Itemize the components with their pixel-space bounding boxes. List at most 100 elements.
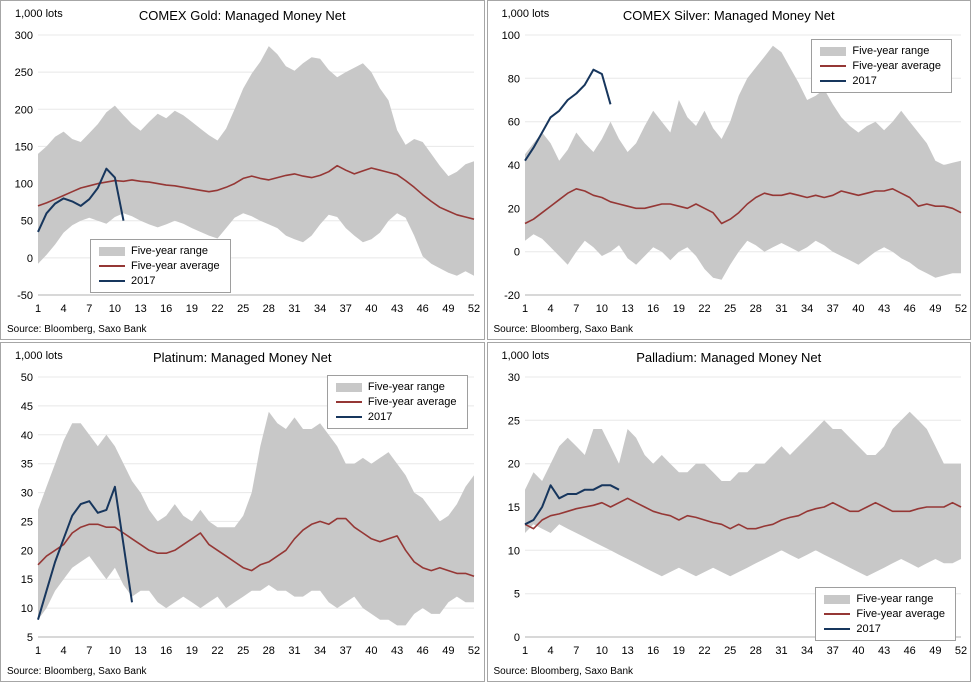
svg-text:16: 16 [160,645,172,657]
panel-header: 1,000 lots Platinum: Managed Money Net [1,343,484,369]
svg-text:49: 49 [442,303,454,315]
svg-text:46: 46 [903,303,915,315]
svg-text:19: 19 [672,645,684,657]
svg-text:40: 40 [365,303,377,315]
plot-area: 0 5 10 15 20 25 30 1 4 7 10 13 16 19 22 25 28 31 34 37 40 43 4… [488,369,971,664]
svg-text:16: 16 [647,645,659,657]
svg-text:52: 52 [954,303,966,315]
chart-title: COMEX Gold: Managed Money Net [138,8,346,23]
svg-text:10: 10 [595,645,607,657]
svg-text:34: 34 [314,645,326,657]
range-swatch-icon [820,46,847,56]
legend-label: 2017 [856,623,881,635]
range-swatch-icon [824,594,851,604]
svg-text:80: 80 [507,73,519,85]
svg-text:25: 25 [237,303,249,315]
svg-text:13: 13 [134,303,146,315]
chart-legend: Five-year range Five-year average 2017 [815,587,956,641]
svg-text:52: 52 [468,645,480,657]
legend-label: Five-year average [856,608,945,620]
range-swatch-icon [335,382,362,392]
svg-text:31: 31 [775,645,787,657]
svg-text:5: 5 [27,632,33,644]
plot-area: -20 0 20 40 60 80 100 1 4 7 10 13 16 19 22 25 28 31 34 37 40… [488,27,971,322]
svg-text:0: 0 [27,253,33,265]
svg-text:37: 37 [826,645,838,657]
svg-text:28: 28 [749,303,761,315]
svg-text:0: 0 [513,632,519,644]
chart-canvas: 0 5 10 15 20 25 30 1 4 7 10 13 16 19 22 25 28 31 34 37 40 43 4… [507,372,966,657]
svg-text:100: 100 [15,179,33,191]
legend-label: Five-year average [367,396,457,408]
svg-text:10: 10 [109,303,121,315]
svg-text:35: 35 [21,459,33,471]
y-axis-units-label: 1,000 lots [501,350,550,362]
legend-item-range: Five-year range [820,45,941,57]
svg-text:22: 22 [698,303,710,315]
chart-panel-comex-gold: 1,000 lots COMEX Gold: Managed Money Net… [0,0,485,340]
svg-text:43: 43 [877,645,889,657]
average-line-swatch-icon [335,401,362,403]
legend-label: Five-year range [131,245,209,257]
svg-text:1: 1 [35,645,41,657]
svg-text:25: 25 [724,645,736,657]
svg-text:0: 0 [513,247,519,259]
legend-item-range: Five-year range [824,593,945,605]
legend-item-average: Five-year average [824,608,945,620]
svg-text:25: 25 [724,303,736,315]
svg-text:15: 15 [507,502,519,514]
svg-text:4: 4 [547,303,553,315]
legend-item-2017: 2017 [335,411,457,423]
svg-text:31: 31 [288,645,300,657]
svg-text:13: 13 [134,645,146,657]
legend-label: 2017 [131,275,156,287]
svg-text:100: 100 [501,30,519,42]
svg-text:7: 7 [573,303,579,315]
svg-text:31: 31 [775,303,787,315]
svg-text:5: 5 [513,589,519,601]
plot-area: 5 10 15 20 25 30 35 40 45 50 1 4 7 10 13 16 19 22 25 28 31 34… [1,369,484,664]
y-axis-units-label: 1,000 lots [15,350,63,362]
chart-legend: Five-year range Five-year average 2017 [811,39,952,93]
svg-text:4: 4 [547,645,553,657]
svg-text:15: 15 [21,574,33,586]
svg-text:52: 52 [468,303,480,315]
svg-text:20: 20 [21,545,33,557]
svg-text:49: 49 [929,645,941,657]
svg-text:-20: -20 [504,290,520,302]
chart-panel-comex-silver: 1,000 lots COMEX Silver: Managed Money N… [486,0,971,340]
svg-text:-50: -50 [17,290,33,302]
chart-title: COMEX Silver: Managed Money Net [622,8,835,23]
svg-text:34: 34 [314,303,326,315]
source-note: Source: Bloomberg, Saxo Bank [493,666,634,677]
chart-title: Palladium: Managed Money Net [636,350,822,365]
svg-text:28: 28 [263,303,275,315]
legend-label: Five-year range [367,381,445,393]
svg-text:60: 60 [507,117,519,129]
svg-text:30: 30 [21,488,33,500]
panel-header: 1,000 lots COMEX Gold: Managed Money Net [1,1,484,27]
plot-area: -50 0 50 100 150 200 250 300 1 4 7 10 13 16 19 22 25 28 31… [1,27,484,322]
svg-text:34: 34 [800,645,812,657]
svg-text:43: 43 [877,303,889,315]
svg-text:22: 22 [211,303,223,315]
svg-text:40: 40 [852,645,864,657]
legend-item-range: Five-year range [99,245,220,257]
legend-item-average: Five-year average [335,396,457,408]
svg-text:46: 46 [417,303,429,315]
legend-label: Five-year average [852,60,941,72]
svg-text:28: 28 [263,645,275,657]
svg-text:50: 50 [21,216,33,228]
legend-label: 2017 [852,75,877,87]
svg-text:20: 20 [507,203,519,215]
chart-canvas: -20 0 20 40 60 80 100 1 4 7 10 13 16 19 22 25 28 31 34 37 40… [501,30,966,315]
svg-text:10: 10 [21,603,33,615]
svg-text:40: 40 [852,303,864,315]
svg-text:22: 22 [211,645,223,657]
svg-text:31: 31 [288,303,300,315]
svg-text:10: 10 [507,545,519,557]
average-line-swatch-icon [99,265,125,267]
svg-text:13: 13 [621,645,633,657]
svg-text:19: 19 [186,645,198,657]
svg-text:1: 1 [521,645,527,657]
